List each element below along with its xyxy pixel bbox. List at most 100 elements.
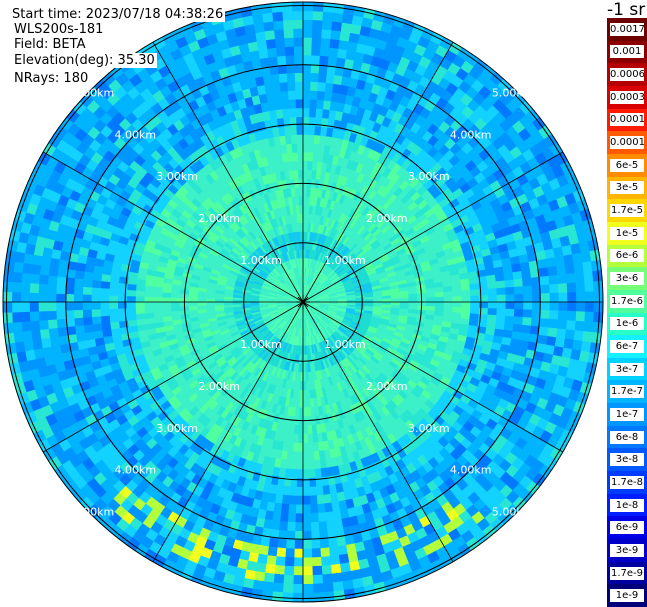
beta-cell [73,317,84,327]
beta-cell [161,301,172,308]
beta-cell [289,486,297,497]
beta-cell [109,314,120,323]
beta-cell [452,296,463,303]
beta-cell [316,90,326,101]
beta-cell [273,91,283,102]
beta-cell [495,315,506,324]
beta-cell [469,307,480,315]
beta-cell [196,297,207,303]
beta-cell [522,277,533,287]
beta-cell [302,539,312,550]
beta-cell [295,195,300,206]
beta-cell [302,522,312,532]
beta-cell [100,280,111,289]
beta-cell [285,54,296,65]
beta-cell [126,289,137,297]
beta-cell [390,294,401,300]
beta-cell [504,315,515,325]
beta-cell [214,301,224,306]
beta-cell [296,460,304,470]
beta-cell [302,486,311,497]
beta-cell [262,74,273,86]
beta-cell [308,468,316,479]
beta-cell [82,316,93,326]
beta-cell [276,55,287,66]
beta-cell [295,504,304,515]
beta-cell [302,142,309,153]
beta-cell [56,326,68,337]
beta-cell [318,521,328,532]
beta-cell [143,290,154,298]
beta-cell [486,314,497,323]
beta-cell [514,301,524,311]
beta-cell [317,81,327,92]
beta-cell [307,433,314,444]
beta-cell [82,286,93,295]
beta-cell [487,288,498,296]
beta-cell [143,301,154,308]
beta-cell [278,521,288,532]
beta-cell [91,315,102,325]
beta-cell [443,301,454,308]
beta-cell [297,151,304,162]
beta-cell [399,301,410,307]
beta-cell [287,504,297,514]
beta-cell [302,451,309,462]
beta-cell [297,433,304,444]
beta-cell [278,126,286,137]
beta-cell [487,308,498,316]
beta-cell [443,296,454,303]
beta-cell [286,72,296,83]
beta-cell [513,278,524,288]
beta-cell [513,309,524,318]
beta-cell [399,294,410,299]
beta-cell [302,107,311,118]
beta-cell [82,278,93,288]
beta-cell [259,56,271,68]
beta-cell [99,287,110,296]
beta-cell [144,312,155,319]
beta-cell [512,270,523,281]
beta-cell [302,513,312,523]
beta-cell [322,493,332,505]
beta-cell [309,107,317,118]
beta-cell [309,486,317,497]
beta-cell [278,72,288,83]
beta-cell [503,272,514,282]
beta-cell [302,98,311,109]
beta-cell [496,294,507,303]
beta-cell [487,294,498,303]
beta-cell [84,331,95,341]
beta-cell [279,512,289,523]
beta-cell [521,269,532,280]
beta-cell [282,485,291,496]
beta-cell [281,494,290,505]
beta-cell [443,291,454,298]
beta-cell [309,504,319,514]
beta-cell [270,520,281,531]
beta-cell [297,442,304,453]
beta-cell [152,301,163,308]
beta-cell [55,284,66,295]
beta-cell [135,301,145,309]
beta-cell [294,81,304,91]
beta-cell [109,281,120,290]
beta-cell [161,310,172,318]
beta-cell [285,134,293,145]
beta-cell [461,301,471,309]
beta-cell [74,269,85,280]
beta-cell [461,289,471,297]
beta-cell [302,504,311,515]
beta-cell [373,298,383,303]
beta-cell [289,107,297,118]
beta-cell [306,424,313,435]
beta-cell [451,285,462,292]
beta-cell [281,99,290,110]
beta-cell [297,451,304,462]
beta-cell [143,296,154,303]
beta-cell [521,324,532,335]
beta-cell [302,160,309,171]
beta-cell [294,539,304,550]
beta-cell [127,319,138,327]
